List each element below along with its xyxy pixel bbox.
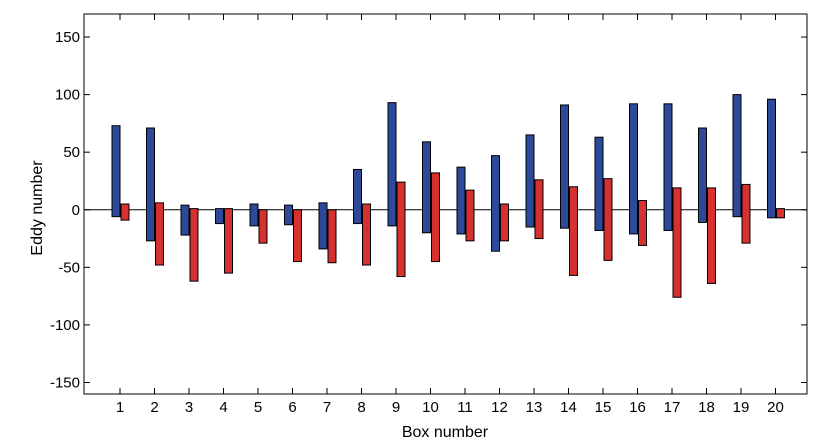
blue-bar-box-4 — [215, 208, 224, 225]
red-bar-box-14 — [569, 186, 578, 276]
blue-bar-box-5 — [249, 203, 259, 227]
y-tick-label: 50 — [63, 144, 80, 161]
red-bar-box-15 — [603, 178, 613, 261]
x-tick-label: 10 — [422, 399, 439, 416]
red-bar-box-5 — [258, 209, 268, 244]
y-tick-label: 0 — [72, 202, 80, 219]
red-bar-box-2 — [155, 202, 164, 266]
blue-bar-box-12 — [491, 155, 500, 252]
x-axis: 1 2 3 4 5 6 7 8 9 10 11 12 13 14 15 16 17 18 19 20 — [116, 14, 784, 416]
red-bar-box-17 — [672, 187, 682, 298]
x-tick-label: 13 — [526, 399, 543, 416]
red-bar-box-20 — [776, 208, 785, 219]
x-tick-label: 5 — [254, 399, 262, 416]
blue-bar-box-1 — [111, 125, 121, 218]
red-bar-box-13 — [534, 179, 544, 240]
x-tick-label: 4 — [219, 399, 227, 416]
red-bar-box-12 — [500, 203, 509, 242]
blue-bar-box-8 — [353, 168, 362, 225]
blue-bar-box-7 — [318, 202, 328, 250]
x-tick-label: 11 — [457, 399, 473, 416]
x-tick-label: 16 — [629, 399, 646, 416]
x-tick-label: 15 — [595, 399, 612, 416]
x-tick-label: 9 — [392, 399, 400, 416]
y-tick-label: -50 — [58, 259, 80, 276]
blue-bar-box-20 — [767, 98, 776, 219]
bars — [111, 94, 785, 298]
x-tick-label: 8 — [357, 399, 365, 416]
red-bar-box-19 — [741, 183, 751, 244]
blue-bar-box-16 — [629, 103, 638, 235]
red-bar-box-11 — [465, 189, 475, 242]
y-axis-label: Eddy number — [29, 160, 46, 256]
blue-bar-box-10 — [422, 141, 431, 234]
blue-bar-box-6 — [284, 204, 293, 226]
plot-frame — [83, 13, 808, 395]
red-bar-box-10 — [431, 172, 440, 263]
blue-bar-box-3 — [180, 204, 190, 236]
red-bar-box-3 — [189, 208, 199, 282]
red-bar-box-9 — [396, 181, 406, 278]
blue-bar-box-2 — [146, 127, 155, 242]
x-tick-label: 3 — [185, 399, 193, 416]
y-tick-label: 150 — [55, 29, 80, 46]
x-tick-label: 17 — [664, 399, 681, 416]
y-tick-label: 100 — [55, 87, 80, 104]
x-tick-label: 19 — [733, 399, 750, 416]
blue-bar-box-17 — [663, 103, 673, 231]
x-tick-label: 20 — [767, 399, 784, 416]
red-bar-box-1 — [120, 203, 130, 221]
red-bar-box-4 — [224, 208, 233, 274]
blue-bar-box-19 — [732, 94, 742, 218]
red-bar-box-6 — [293, 209, 302, 263]
red-bar-box-18 — [707, 187, 716, 284]
blue-bar-box-15 — [594, 136, 604, 231]
x-tick-label: 2 — [150, 399, 158, 416]
x-tick-label: 18 — [698, 399, 715, 416]
y-tick-label: -100 — [50, 317, 80, 334]
x-axis-label: Box number — [402, 424, 489, 441]
x-tick-label: 12 — [491, 399, 508, 416]
x-tick-label: 6 — [288, 399, 296, 416]
red-bar-box-16 — [638, 200, 647, 246]
blue-bar-box-11 — [456, 166, 466, 235]
y-tick-label: -150 — [50, 374, 80, 391]
red-bar-box-7 — [327, 209, 337, 264]
x-tick-label: 1 — [116, 399, 124, 416]
red-bar-box-8 — [362, 203, 371, 266]
blue-bar-box-9 — [387, 102, 397, 227]
x-tick-label: 14 — [560, 399, 577, 416]
x-tick-label: 7 — [323, 399, 331, 416]
blue-bar-box-13 — [525, 134, 535, 228]
blue-bar-box-18 — [698, 127, 707, 223]
blue-bar-box-14 — [560, 104, 569, 229]
